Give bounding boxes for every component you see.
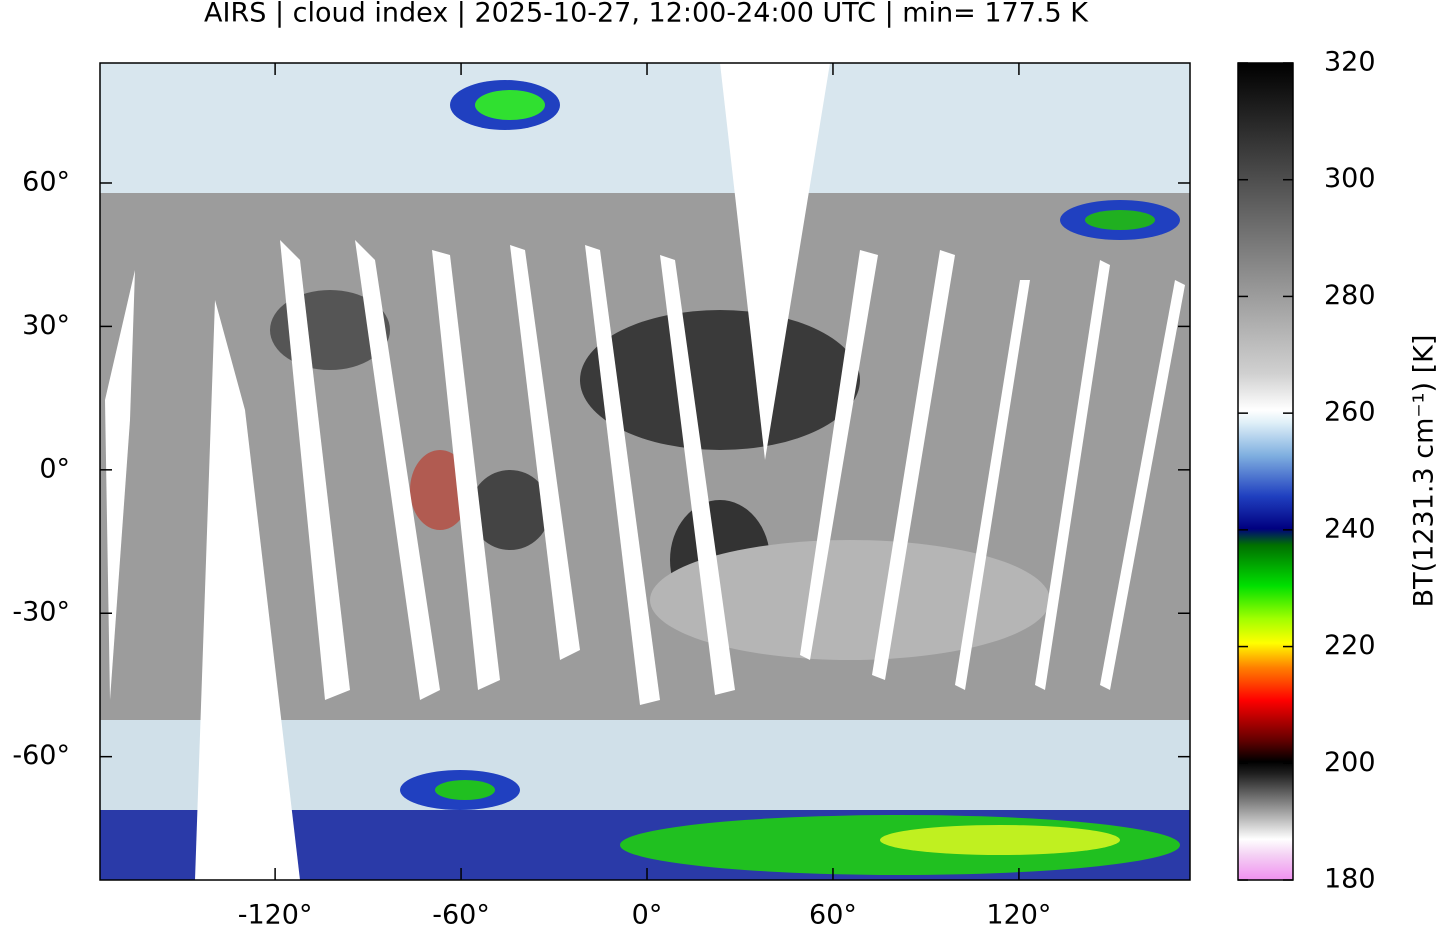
x-tick-label: -120° — [238, 900, 313, 931]
y-tick-label: 60° — [22, 166, 70, 197]
map-frame — [99, 62, 1191, 881]
colorbar-tick-label: 240 — [1324, 513, 1376, 544]
colorbar-tick-label: 220 — [1324, 630, 1376, 661]
map-title: AIRS | cloud index | 2025-10-27, 12:00-2… — [204, 0, 1089, 29]
colorbar-tick-label: 180 — [1324, 864, 1376, 895]
colorbar — [1237, 62, 1294, 881]
x-tick-label: 120° — [986, 900, 1051, 931]
y-tick-label: -60° — [12, 740, 70, 771]
colorbar-tick-label: 260 — [1324, 397, 1376, 428]
x-tick-label: -60° — [432, 900, 490, 931]
colorbar-label: BT(1231.3 cm⁻¹) [K] — [1409, 335, 1440, 608]
y-tick-label: 30° — [22, 310, 70, 341]
colorbar-tick-label: 320 — [1324, 47, 1376, 78]
colorbar-tick-label: 300 — [1324, 163, 1376, 194]
map-image — [100, 63, 1190, 880]
y-tick-label: -30° — [12, 597, 70, 628]
x-tick-label: 0° — [632, 900, 663, 931]
colorbar-tick-label: 200 — [1324, 747, 1376, 778]
y-tick-label: 0° — [39, 453, 70, 484]
colorbar-tick-label: 280 — [1324, 280, 1376, 311]
x-tick-label: 60° — [809, 900, 857, 931]
